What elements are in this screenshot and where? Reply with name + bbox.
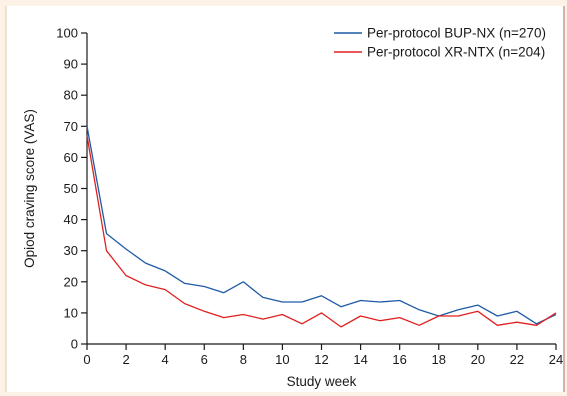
x-tick-label: 22: [510, 352, 524, 367]
legend-label: Per-protocol XR-NTX (n=204): [367, 45, 545, 60]
x-tick-label: 20: [471, 352, 485, 367]
x-tick-label: 18: [432, 352, 446, 367]
series-line-2: [86, 135, 557, 328]
y-tick-label: 30: [64, 243, 78, 258]
x-tick-label: 24: [549, 352, 563, 367]
y-axis-title: Opiod craving score (VAS): [22, 109, 37, 268]
x-tick-label: 14: [353, 352, 367, 367]
y-tick-label: 0: [71, 337, 78, 352]
y-tick-label: 20: [64, 274, 78, 289]
y-tick-label: 50: [64, 181, 78, 196]
x-tick-label: 12: [314, 352, 328, 367]
y-tick-label: 100: [56, 26, 78, 41]
y-tick-label: 80: [64, 88, 78, 103]
legend-label: Per-protocol BUP-NX (n=270): [367, 26, 546, 41]
series-layer: [86, 126, 557, 328]
x-tick-label: 10: [275, 352, 289, 367]
series-line-1: [86, 126, 557, 325]
legend: Per-protocol BUP-NX (n=270) Per-protocol …: [334, 26, 546, 60]
y-tick-label: 40: [64, 212, 78, 227]
x-tick-label: 2: [122, 352, 129, 367]
x-tick-label: 6: [201, 352, 208, 367]
plot-background: [6, 6, 564, 392]
x-tick-label: 4: [162, 352, 169, 367]
x-tick-label: 8: [240, 352, 247, 367]
x-tick-label: 0: [83, 352, 90, 367]
y-tick-label: 90: [64, 57, 78, 72]
y-tick-label: 60: [64, 150, 78, 165]
y-tick-label: 10: [64, 305, 78, 320]
y-tick-label: 70: [64, 119, 78, 134]
x-tick-label: 16: [392, 352, 406, 367]
x-axis-title: Study week: [287, 374, 357, 389]
